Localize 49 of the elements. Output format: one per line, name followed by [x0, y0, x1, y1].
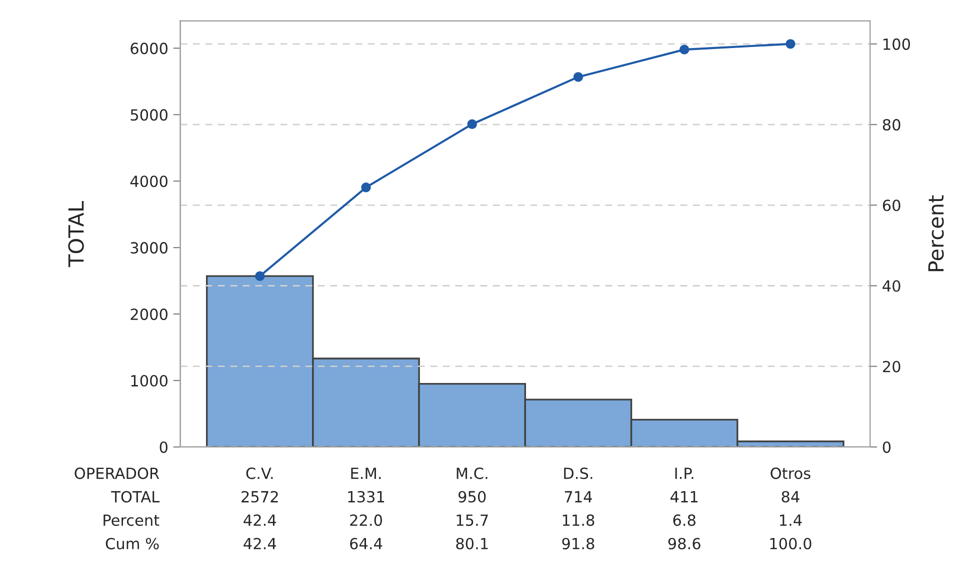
- text: TOTAL: [111, 490, 160, 503]
- x-tick-label: C.V.: [246, 468, 273, 480]
- text: 15.7: [456, 514, 488, 526]
- y-tick-label: 5000: [130, 109, 168, 121]
- y-tick-label: 3000: [130, 242, 168, 254]
- data-label: 80.1: [456, 538, 488, 550]
- data-label: 1331: [348, 490, 384, 503]
- point: [679, 44, 690, 54]
- data-label: 91.8: [562, 538, 594, 550]
- point: [255, 271, 265, 281]
- y-tick-label: 4000: [130, 176, 168, 188]
- data-label: 950: [458, 490, 486, 503]
- y-tick-label: 2000: [130, 308, 168, 320]
- y2-tick-label: 0: [882, 441, 891, 453]
- x-tick-label: E.M.: [351, 468, 381, 479]
- y2-tick-label: 100: [884, 38, 910, 50]
- text: 1.4: [780, 514, 802, 526]
- data-label: 42.4: [244, 538, 276, 550]
- y2-tick-label: 80: [882, 119, 900, 131]
- point: [361, 182, 371, 192]
- data-label: 2572: [242, 490, 278, 503]
- y2-tick-label: 20: [882, 360, 900, 372]
- point: [786, 39, 796, 49]
- y2-tick-label: 40: [882, 280, 900, 292]
- data-label: 84: [782, 490, 800, 503]
- data-label: 98.6: [668, 538, 700, 550]
- x-tick-label: I.P.: [675, 468, 694, 479]
- y-tick-label: 1000: [131, 374, 168, 387]
- x-axis-title: OPERADOR: [74, 468, 160, 480]
- y-tick-label: 6000: [130, 42, 168, 54]
- x-tick-label: M.C.: [456, 468, 488, 480]
- data-label: 100.0: [770, 538, 812, 550]
- data-label: 411: [670, 491, 698, 502]
- x-tick-label: D.S.: [564, 468, 592, 480]
- x-tick-label: Otros: [770, 468, 810, 480]
- point: [573, 72, 584, 82]
- text: 22.0: [350, 514, 382, 526]
- point: [467, 119, 477, 129]
- data-label: 714: [564, 491, 592, 502]
- y2-axis-title: Percent: [928, 195, 944, 272]
- text: Cum %: [106, 538, 159, 550]
- text: 6.8: [673, 514, 696, 526]
- text: Percent: [104, 514, 160, 526]
- y-tick-label: 0: [160, 441, 168, 453]
- text: 42.4: [244, 514, 276, 526]
- text: 11.8: [562, 514, 594, 526]
- y2-tick-label: 60: [882, 200, 900, 212]
- data-label: 64.4: [350, 538, 382, 550]
- y-axis-title: TOTAL: [68, 201, 84, 268]
